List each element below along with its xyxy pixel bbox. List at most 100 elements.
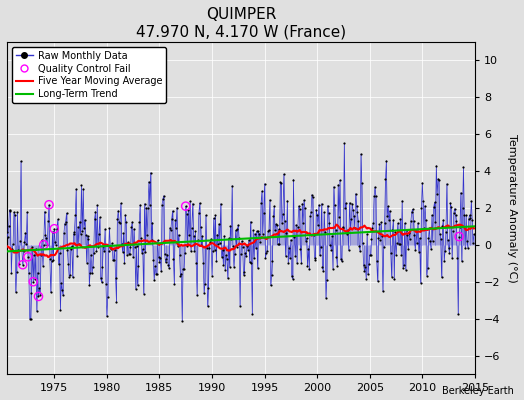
Point — [66, 272, 74, 278]
Point — [441, 248, 449, 254]
Point — [395, 241, 403, 247]
Point — [31, 246, 40, 252]
Point — [23, 209, 31, 215]
Point — [416, 235, 424, 241]
Point — [296, 206, 304, 212]
Point — [285, 244, 293, 251]
Point — [236, 303, 244, 309]
Point — [469, 240, 477, 247]
Point — [110, 257, 118, 264]
Point — [288, 273, 296, 280]
Point — [39, 242, 48, 248]
Point — [0, 265, 8, 271]
Point — [313, 212, 321, 218]
Point — [342, 200, 350, 206]
Point — [447, 204, 455, 210]
Point — [228, 182, 236, 189]
Point — [323, 277, 331, 284]
Point — [462, 212, 471, 219]
Point — [392, 240, 401, 247]
Point — [183, 243, 192, 249]
Point — [138, 250, 146, 256]
Point — [305, 266, 313, 273]
Point — [255, 231, 264, 237]
Point — [451, 212, 460, 219]
Point — [266, 197, 274, 203]
Point — [94, 244, 102, 251]
Point — [421, 202, 429, 209]
Point — [291, 252, 299, 259]
Point — [149, 256, 158, 263]
Point — [107, 246, 115, 252]
Point — [1, 200, 9, 207]
Point — [73, 252, 81, 259]
Point — [281, 253, 290, 259]
Point — [171, 217, 179, 223]
Point — [435, 230, 444, 237]
Point — [41, 232, 50, 238]
Point — [202, 212, 210, 218]
Point — [274, 241, 282, 248]
Point — [123, 252, 131, 258]
Point — [269, 213, 278, 220]
Point — [146, 170, 155, 176]
Point — [6, 208, 15, 214]
Point — [272, 221, 280, 227]
Point — [307, 209, 315, 216]
Point — [347, 216, 355, 223]
Point — [366, 252, 375, 258]
Point — [272, 222, 281, 228]
Point — [178, 318, 187, 324]
Point — [165, 265, 173, 271]
Point — [426, 238, 434, 244]
Point — [234, 222, 243, 228]
Point — [451, 205, 459, 212]
Point — [339, 224, 347, 230]
Point — [466, 215, 475, 221]
Point — [230, 264, 238, 270]
Legend: Raw Monthly Data, Quality Control Fail, Five Year Moving Average, Long-Term Tren: Raw Monthly Data, Quality Control Fail, … — [12, 47, 167, 103]
Point — [260, 180, 269, 187]
Point — [337, 258, 346, 264]
Point — [80, 225, 88, 231]
Point — [456, 224, 464, 230]
Point — [406, 236, 414, 242]
Point — [96, 275, 105, 282]
Point — [367, 236, 376, 242]
Point — [112, 299, 121, 306]
Point — [301, 238, 310, 244]
Point — [452, 218, 461, 224]
Point — [173, 243, 182, 250]
Point — [357, 151, 365, 157]
Point — [124, 239, 132, 246]
Point — [48, 228, 57, 235]
Point — [134, 262, 143, 269]
Point — [365, 261, 373, 267]
Point — [379, 244, 388, 250]
Point — [104, 294, 112, 300]
Point — [434, 176, 442, 182]
Point — [375, 221, 384, 228]
Point — [54, 261, 63, 268]
Point — [157, 268, 166, 275]
Point — [400, 220, 409, 226]
Point — [327, 246, 335, 253]
Point — [321, 228, 329, 235]
Point — [70, 228, 79, 235]
Point — [470, 231, 478, 238]
Point — [130, 226, 138, 232]
Point — [250, 230, 259, 237]
Point — [241, 250, 249, 256]
Point — [292, 222, 300, 228]
Point — [9, 240, 17, 247]
Point — [225, 264, 234, 270]
Point — [121, 212, 129, 218]
Point — [315, 202, 323, 208]
Point — [384, 203, 392, 210]
Point — [91, 208, 100, 215]
Point — [359, 262, 368, 268]
Point — [293, 260, 301, 266]
Point — [325, 220, 334, 227]
Point — [8, 246, 16, 252]
Point — [145, 178, 153, 185]
